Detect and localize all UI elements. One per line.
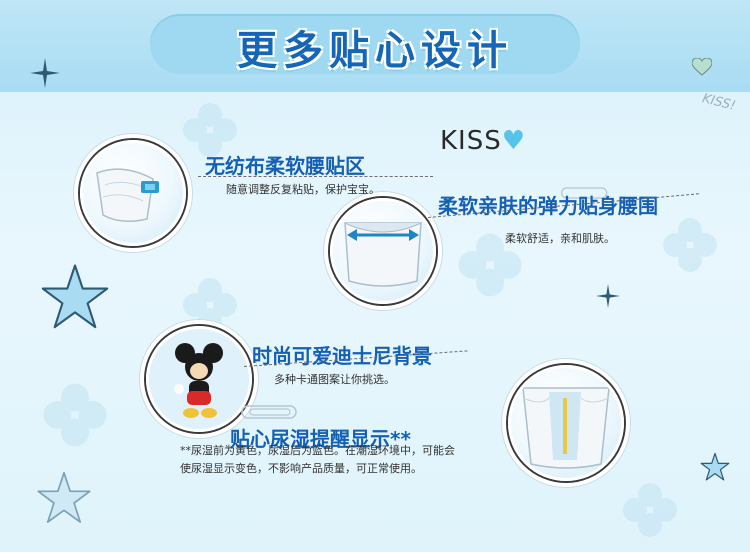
feature-desc: 使尿湿显示变色，不影响产品质量，可正常使用。 — [180, 462, 422, 475]
star-icon — [37, 471, 91, 523]
feature-desc: 多种卡通图案让你挑选。 — [274, 373, 395, 386]
sparkle-icon — [596, 284, 620, 308]
sparkle-icon — [30, 58, 60, 88]
flower-icon — [623, 483, 677, 537]
paperclip-doodle — [561, 187, 608, 199]
mickey-image — [146, 326, 252, 432]
title-ribbon — [150, 14, 580, 74]
flower-icon — [458, 233, 522, 297]
flower-icon — [183, 103, 237, 157]
flower-icon — [183, 278, 237, 332]
page-title: 更多贴心设计 — [237, 28, 513, 74]
heart-icon — [692, 58, 712, 76]
feature-desc: 柔软舒适，亲和肌肤。 — [505, 232, 615, 245]
paperclip-doodle — [241, 405, 297, 419]
divider — [198, 176, 433, 177]
kiss-doodle: KISS! — [701, 91, 738, 114]
feature-desc: **尿湿前为黄色，尿湿后为蓝色。在潮湿环境中，可能会 — [180, 444, 455, 457]
feature-heading: 贴心尿湿提醒显示** — [230, 427, 411, 451]
feature-heading: 无纺布柔软腰贴区 — [205, 154, 365, 178]
feature-heading: 时尚可爱迪士尼背景 — [252, 344, 432, 368]
waist-tab-image — [80, 140, 186, 246]
flower-icon — [663, 218, 717, 272]
flower-icon — [43, 383, 107, 447]
elastic-waist-image — [330, 198, 436, 304]
kisso-logo: KISS♥ — [440, 126, 527, 156]
feature-desc: 随意调整反复粘贴，保护宝宝。 — [226, 183, 380, 196]
star-icon — [700, 452, 730, 481]
star-icon — [41, 264, 109, 329]
feature-heading: 柔软亲肤的弹力贴身腰围 — [438, 194, 658, 218]
wetness-indicator-image — [508, 365, 624, 481]
